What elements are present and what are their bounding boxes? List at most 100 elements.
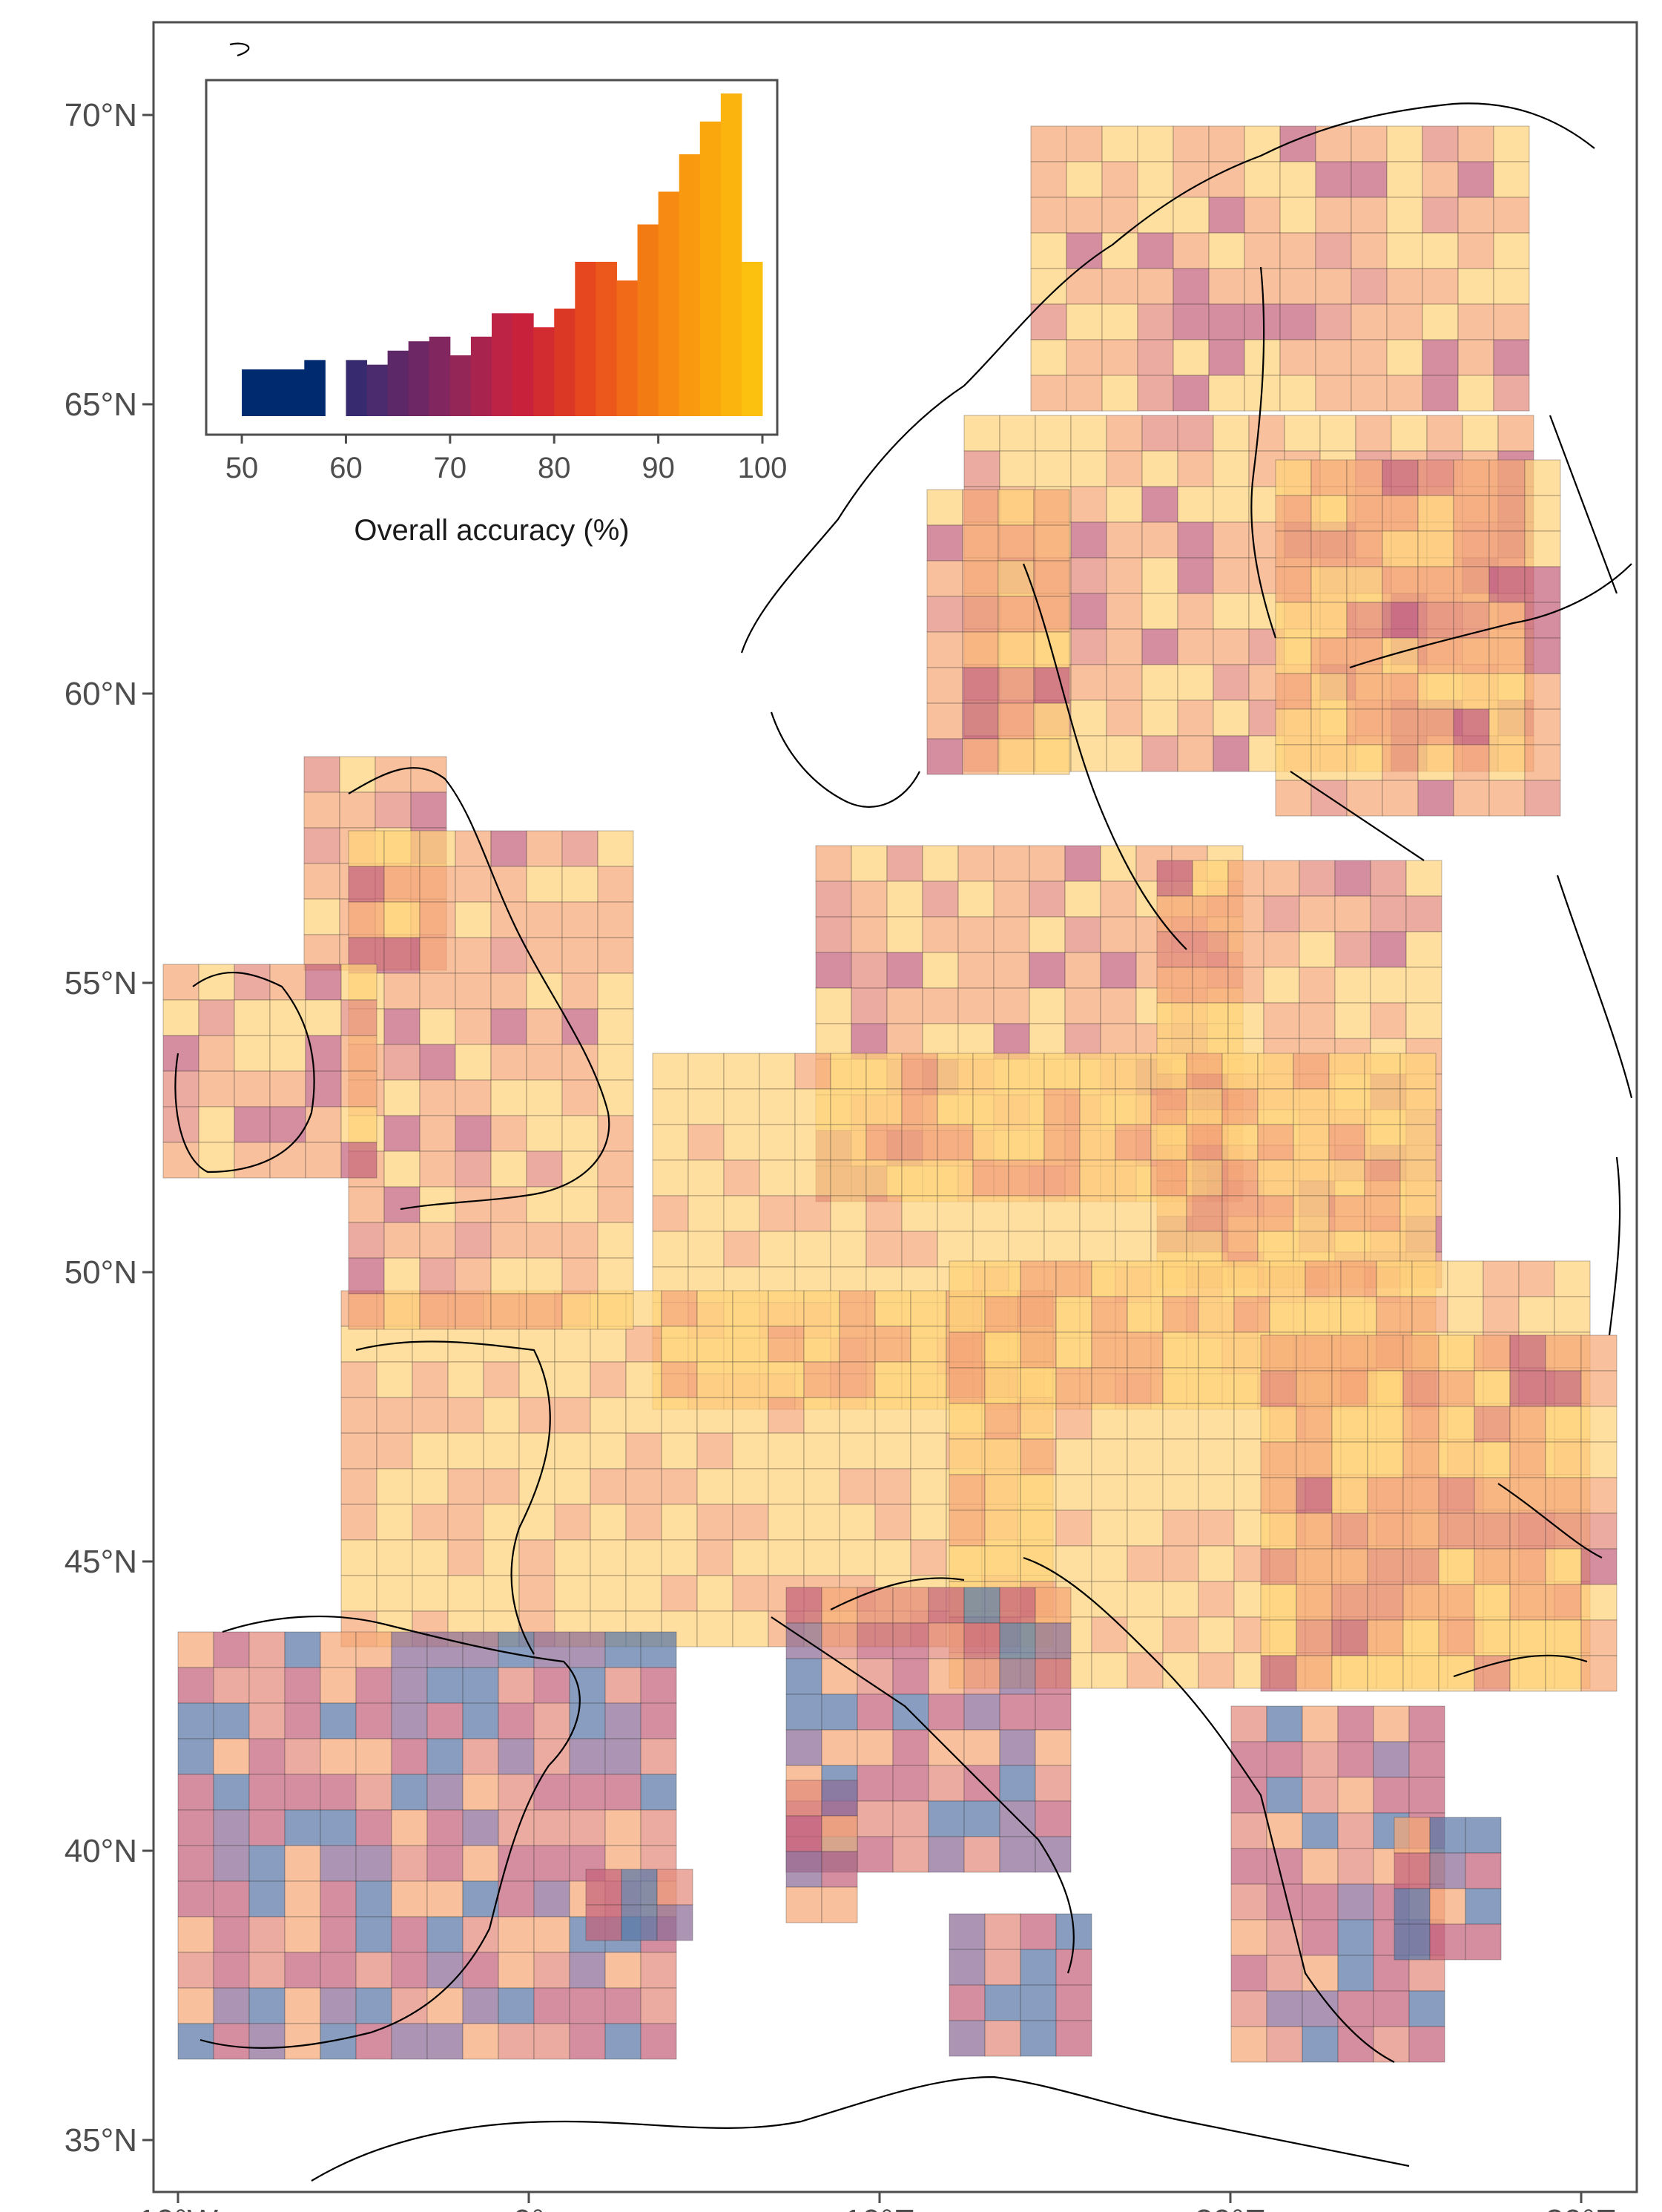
grid-cell [1141,593,1178,630]
grid-cell [234,1070,271,1107]
grid-cell [419,1079,456,1116]
grid-cell [1524,566,1561,603]
grid-cell [815,952,852,989]
grid-cell [768,1468,805,1505]
grid-cell [569,1952,606,1989]
grid-cell [490,1115,527,1152]
grid-cell [1488,495,1526,532]
grid-cell [1302,1883,1339,1920]
grid-cell [759,1124,796,1161]
grid-cell [383,972,421,1010]
grid-cell [1260,1512,1297,1550]
grid-cell [1260,1655,1297,1692]
histogram-tick-label: 60 [329,452,363,484]
grid-cell [320,1880,357,1918]
grid-cell [1279,161,1316,198]
grid-cell [830,1053,867,1090]
grid-cell [376,1468,413,1505]
grid-cell [455,1257,492,1294]
grid-cell [999,415,1036,452]
grid-cell [1198,1367,1235,1404]
grid-cell [984,2020,1021,2057]
grid-cell [999,1729,1036,1766]
grid-cell [1334,1002,1371,1039]
grid-cell [1337,1883,1374,1920]
grid-cell [1064,987,1101,1024]
grid-cell [1127,1367,1164,1404]
grid-cell [526,866,563,903]
grid-cell [1137,303,1174,340]
grid-cell [1275,744,1312,781]
histogram-bar [616,280,639,416]
grid-cell [455,830,492,867]
grid-cell [1230,2026,1267,2063]
grid-cell [830,1159,867,1196]
grid-cell [1230,1955,1267,1992]
grid-cell [1115,1159,1152,1196]
grid-cell [1302,1777,1339,1814]
grid-cell [177,1667,214,1704]
grid-cell [1340,1260,1377,1297]
grid-cell [1020,1913,1057,1950]
grid-cell [1382,459,1419,496]
grid-cell [410,756,447,793]
grid-cell [696,1290,733,1327]
grid-cell [490,1151,527,1188]
grid-cell [962,631,999,668]
grid-cell [1279,268,1316,305]
grid-cell [972,1195,1009,1232]
x-tick-label: 10°W [138,2203,219,2212]
grid-cell [248,2023,286,2060]
grid-cell [1422,197,1459,234]
grid-cell [886,916,923,953]
grid-cell [518,1539,555,1576]
grid-cell [926,738,963,775]
grid-cell [447,1361,484,1398]
grid-cell [1408,1705,1445,1742]
grid-cell [526,937,563,974]
grid-cell [1296,1584,1333,1621]
grid-cell [1066,125,1103,162]
grid-cell [1438,1370,1475,1407]
grid-cell [1417,566,1454,603]
histogram-bar [679,154,701,416]
grid-cell [1198,1332,1235,1369]
grid-cell [1580,1584,1618,1621]
grid-cell [993,987,1030,1024]
grid-cell [554,1539,591,1576]
grid-cell [561,830,598,867]
grid-cell [1373,1955,1410,1992]
grid-cell [1296,1548,1333,1585]
grid-cell [340,1575,377,1612]
grid-cell [1545,1370,1582,1407]
grid-cell [794,1231,831,1268]
grid-cell [1101,339,1138,376]
grid-cell [1141,628,1178,665]
grid-cell [340,1361,377,1398]
grid-cell [785,1587,822,1624]
grid-cell [1351,268,1388,305]
grid-cell [284,1774,321,1811]
grid-cell [997,702,1035,740]
grid-cell [419,901,456,938]
grid-cell [1411,1296,1448,1333]
grid-cell [305,1142,342,1179]
grid-cell [759,1088,796,1125]
grid-cell [561,1257,598,1294]
grid-cell [1493,303,1530,340]
grid-cell [412,1575,449,1612]
grid-cell [177,1774,214,1811]
grid-cell [1411,1260,1448,1297]
grid-cell [1405,1002,1442,1039]
grid-cell [661,1539,698,1576]
grid-cell [1346,602,1383,639]
grid-cell [419,937,456,974]
grid-cell [1417,637,1454,674]
grid-cell [1370,931,1407,968]
grid-cell [213,1916,250,1953]
grid-cell [1554,1260,1591,1297]
histogram-bar [346,360,368,416]
grid-cell [768,1326,805,1363]
y-tick-label: 70°N [65,97,137,134]
grid-cell [1198,1296,1235,1333]
